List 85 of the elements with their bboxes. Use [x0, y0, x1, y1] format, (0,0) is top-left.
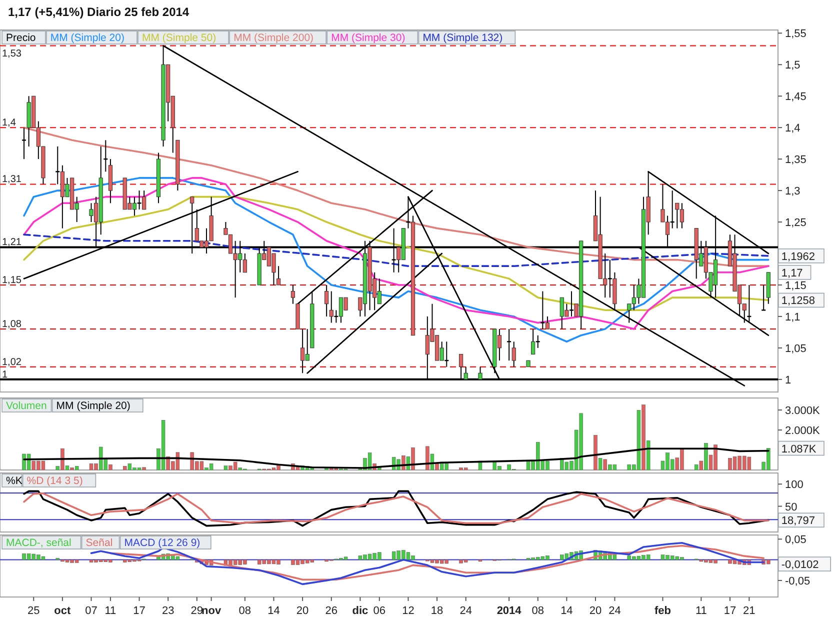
x-tick-label: 06	[373, 605, 386, 617]
x-tick-label: nov	[202, 605, 222, 617]
y-tick-label: 1,45	[785, 91, 806, 104]
x-tick-label: 20	[589, 605, 602, 617]
y-tick-label: 3.000K	[785, 405, 821, 417]
x-tick-label: 23	[162, 605, 174, 617]
annotation: 1,17	[781, 267, 803, 280]
text: MM (Simple 50)	[142, 32, 216, 44]
x-tick-label: 29	[190, 605, 204, 617]
chart-title: 1,17 (+5,41%) Diario 25 feb 2014	[8, 5, 190, 19]
ref-line-label: 1,02	[2, 356, 22, 368]
x-tick-label: oct	[54, 605, 72, 617]
y-tick-label: 1,3	[785, 186, 800, 198]
y-tick-label: 0,05	[785, 534, 806, 546]
line-series	[23, 448, 770, 469]
series-label: %K	[6, 475, 22, 487]
candlestick	[607, 259, 613, 298]
x-tick-label: 17	[724, 605, 736, 617]
y-tick-label: 1,35	[785, 154, 806, 166]
x-tick-label: 08	[532, 605, 544, 617]
candlestick	[512, 341, 516, 368]
x-tick-label: 20	[296, 605, 309, 617]
line-series	[23, 126, 770, 267]
candlestick	[290, 284, 295, 304]
text: Volumen	[6, 400, 48, 412]
x-tick-label: 14	[268, 605, 280, 617]
x-tick-label: 12	[402, 605, 414, 617]
candlestick	[540, 290, 546, 330]
x-tick-label: 24	[460, 605, 472, 617]
ref-line-label: 1,31	[2, 174, 22, 186]
y-tick-label: 2.000K	[785, 425, 821, 437]
y-tick-label: 1,5	[785, 60, 800, 72]
ref-line-label: 1,53	[2, 48, 22, 60]
y-tick-label: 1	[785, 374, 792, 386]
candlestick	[55, 146, 60, 185]
x-tick-label: 21	[743, 605, 756, 617]
annotation: 1.087K	[781, 443, 817, 456]
y-tick-label: 1,4	[785, 122, 800, 135]
ref-line-label: 1,08	[2, 319, 22, 330]
candlestick	[324, 284, 329, 317]
candlestick	[276, 266, 281, 286]
text: MM (Simple 132)	[422, 32, 503, 44]
legend-title: Precio	[6, 32, 36, 44]
annotation: 1,1258	[781, 295, 816, 308]
x-tick-label: 24	[608, 605, 621, 617]
text: MM (Simple 30)	[331, 32, 406, 44]
text: MM (Simple 20)	[56, 400, 130, 412]
x-tick-label: 08	[238, 605, 252, 617]
series-label: %D (14 3 5)	[26, 475, 83, 487]
x-tick-label: 26	[325, 605, 338, 617]
series-label: Señal	[86, 537, 113, 549]
y-tick-label: 1,1	[785, 311, 800, 324]
y-tick-label: 1,55	[785, 28, 806, 40]
y-tick-label: 1,15	[785, 280, 806, 292]
x-tick-label: 11	[104, 605, 116, 617]
x-tick-label: 17	[133, 605, 146, 617]
x-tick-label: 11	[695, 605, 707, 617]
annotation: -0,0102	[781, 559, 819, 572]
x-tick-label: 25	[27, 605, 40, 617]
series-label: MACD-, señal	[6, 537, 72, 549]
annotation: 18,797	[781, 515, 816, 528]
x-tick-label: 14	[560, 605, 573, 617]
annotation: 1,1962	[781, 250, 816, 263]
x-tick-label: feb	[654, 605, 672, 617]
ref-line-label: 1	[2, 369, 8, 380]
ref-line-label: 1,21	[2, 237, 22, 248]
line-series	[23, 234, 770, 267]
candlestick	[568, 290, 574, 317]
y-tick-label: 1,05	[785, 342, 806, 355]
y-tick-label: 1,25	[785, 217, 806, 230]
x-tick-label: 2014	[496, 605, 522, 617]
text: MM (Simple 20)	[50, 32, 125, 44]
candlestick	[21, 127, 27, 160]
y-tick-label: -0,05	[785, 575, 810, 588]
x-tick-label: 07	[85, 605, 98, 617]
y-tick-label: 100	[785, 479, 804, 492]
text: MM (Simple 200)	[234, 32, 314, 44]
line-series	[23, 196, 770, 312]
candlestick	[760, 284, 766, 311]
x-tick-label: 18	[430, 605, 444, 617]
y-tick-label: 50	[785, 501, 798, 514]
x-tick-label: dic	[352, 605, 368, 617]
ref-line-label: 1,15	[2, 274, 22, 286]
series-label: MACD (12 26 9)	[124, 537, 200, 549]
ref-line-label: 1,4	[2, 118, 16, 129]
